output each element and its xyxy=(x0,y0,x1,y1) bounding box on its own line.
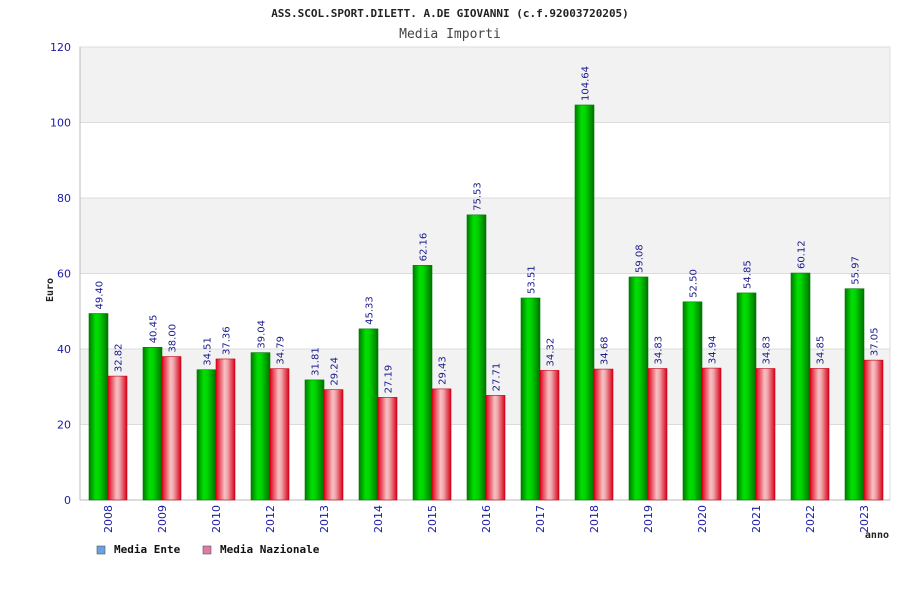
bar-media-nazionale xyxy=(377,397,398,501)
x-tick-label: 2018 xyxy=(588,505,601,533)
bar-media-ente xyxy=(412,265,433,501)
bar-media-nazionale xyxy=(701,367,722,501)
y-axis-label: Euro xyxy=(45,278,56,302)
value-label: 45.33 xyxy=(365,296,376,325)
y-tick-label: 60 xyxy=(57,268,71,281)
value-label: 34.79 xyxy=(276,336,287,365)
value-label: 40.45 xyxy=(149,315,160,344)
value-label: 49.40 xyxy=(95,281,106,310)
x-tick-label: 2019 xyxy=(642,505,655,533)
bar-media-nazionale xyxy=(809,368,830,501)
value-label: 38.00 xyxy=(168,324,179,353)
value-label: 34.32 xyxy=(546,338,557,367)
y-tick-label: 0 xyxy=(64,494,71,507)
value-label: 37.36 xyxy=(222,326,233,355)
value-label: 52.50 xyxy=(689,269,700,298)
bar-media-ente xyxy=(628,276,649,501)
bar-media-ente xyxy=(142,347,163,501)
y-axis-ticks: 0 20 40 60 80 100 120 xyxy=(50,41,71,507)
x-tick-label: 2014 xyxy=(372,505,385,533)
y-tick-label: 40 xyxy=(57,343,71,356)
legend-label-media-ente: Media Ente xyxy=(114,543,181,556)
x-tick-label: 2016 xyxy=(480,505,493,533)
bar-media-nazionale xyxy=(269,368,290,501)
y-tick-label: 20 xyxy=(57,419,71,432)
bar-media-nazionale xyxy=(755,368,776,501)
plot-band xyxy=(80,122,890,198)
bar-media-ente xyxy=(790,272,811,501)
bar-media-nazionale xyxy=(539,370,560,501)
bars xyxy=(88,104,884,501)
value-label: 34.85 xyxy=(816,336,827,365)
value-label: 55.97 xyxy=(851,256,862,285)
bar-media-nazionale xyxy=(107,375,128,501)
plot-band xyxy=(80,47,890,123)
x-tick-label: 2023 xyxy=(858,505,871,533)
value-label: 34.94 xyxy=(708,335,719,364)
x-tick-label: 2015 xyxy=(426,505,439,533)
bar-media-ente xyxy=(88,313,109,501)
bar-media-nazionale xyxy=(323,389,344,501)
value-label: 104.64 xyxy=(581,66,592,101)
value-label: 37.05 xyxy=(870,327,881,356)
bar-media-nazionale xyxy=(863,359,884,501)
bar-media-ente xyxy=(574,104,595,501)
x-tick-label: 2010 xyxy=(210,505,223,533)
y-tick-label: 100 xyxy=(50,117,71,130)
x-tick-label: 2022 xyxy=(804,505,817,533)
bar-media-nazionale xyxy=(485,395,506,501)
value-label: 29.24 xyxy=(330,357,341,386)
value-label: 62.16 xyxy=(419,233,430,262)
x-tick-label: 2008 xyxy=(102,505,115,533)
value-label: 75.53 xyxy=(473,182,484,211)
value-label: 31.81 xyxy=(311,347,322,376)
value-label: 34.51 xyxy=(203,337,214,366)
value-label: 27.19 xyxy=(384,365,395,394)
x-tick-label: 2009 xyxy=(156,505,169,533)
x-tick-label: 2017 xyxy=(534,505,547,533)
bar-media-ente xyxy=(520,297,541,501)
bar-media-ente xyxy=(250,352,271,501)
bar-media-nazionale xyxy=(647,368,668,501)
legend-swatch-media-nazionale xyxy=(202,545,212,555)
bar-media-ente xyxy=(682,301,703,501)
value-label: 32.82 xyxy=(114,343,125,372)
value-label: 59.08 xyxy=(635,244,646,273)
value-label: 60.12 xyxy=(797,240,808,269)
value-label: 39.04 xyxy=(257,320,268,349)
chart-title: ASS.SCOL.SPORT.DILETT. A.DE GIOVANNI (c.… xyxy=(271,7,629,20)
bar-media-ente xyxy=(736,292,757,501)
x-tick-label: 2020 xyxy=(696,505,709,533)
chart-subtitle: Media Importi xyxy=(399,27,501,42)
legend: Media Ente Media Nazionale xyxy=(96,543,320,556)
value-label: 54.85 xyxy=(743,260,754,289)
y-tick-label: 80 xyxy=(57,192,71,205)
x-axis-label: anno xyxy=(865,530,889,541)
x-tick-label: 2013 xyxy=(318,505,331,533)
legend-swatch-media-ente xyxy=(96,545,106,555)
x-tick-label: 2021 xyxy=(750,505,763,533)
bar-media-nazionale xyxy=(593,368,614,501)
bar-media-nazionale xyxy=(215,358,236,501)
bar-media-ente xyxy=(358,328,379,501)
value-labels: 49.40 32.82 40.45 38.00 34.51 37.36 39.04 34.79… xyxy=(95,66,881,393)
x-axis-ticks: 2008 2009 2010 2012 2013 2014 2015 2016 2017 2018… xyxy=(102,505,871,533)
bar-media-ente xyxy=(304,379,325,501)
value-label: 29.43 xyxy=(438,356,449,385)
bar-media-nazionale xyxy=(431,388,452,501)
bar-media-ente xyxy=(466,214,487,501)
bar-media-ente xyxy=(844,288,865,501)
value-label: 34.83 xyxy=(654,336,665,365)
x-tick-label: 2012 xyxy=(264,505,277,533)
y-tick-label: 120 xyxy=(50,41,71,54)
bar-media-ente xyxy=(196,369,217,501)
legend-label-media-nazionale: Media Nazionale xyxy=(220,543,320,556)
value-label: 34.68 xyxy=(600,336,611,365)
value-label: 34.83 xyxy=(762,336,773,365)
value-label: 53.51 xyxy=(527,265,538,294)
value-label: 27.71 xyxy=(492,363,503,392)
bar-media-nazionale xyxy=(161,356,182,501)
